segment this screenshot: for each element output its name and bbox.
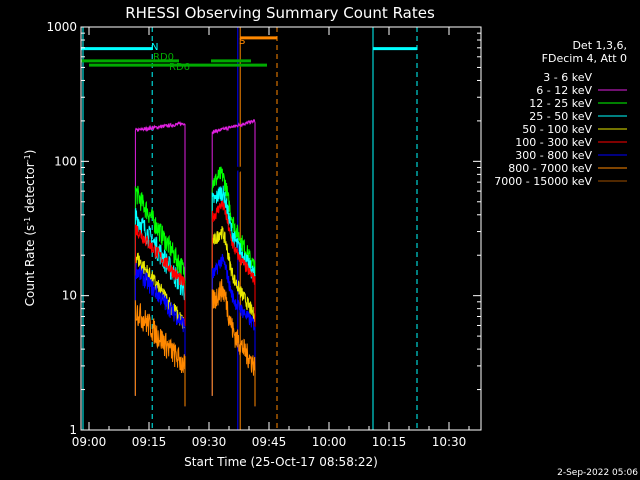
series-line-6-0 <box>134 262 186 407</box>
series-line-6-1 <box>211 253 256 407</box>
y-tick-label-3: 1000 <box>46 20 77 34</box>
legend-label-6: 300 - 800 keV <box>515 149 592 162</box>
y-tick-label-2: 100 <box>54 154 77 168</box>
plot-frame <box>80 26 482 431</box>
series-line-1-0 <box>134 121 186 407</box>
y-axis-title: Count Rate (s-1 detector-1) <box>23 150 37 307</box>
annotation-s: S <box>239 36 245 47</box>
legend-header-1: Det 1,3,6, <box>572 39 627 52</box>
legend-header-2: FDecim 4, Att 0 <box>542 52 627 65</box>
x-tick-label-6: 10:30 <box>432 435 467 449</box>
series-line-1-1 <box>211 118 256 407</box>
legend-label-7: 800 - 7000 keV <box>508 162 592 175</box>
chart-title: RHESSI Observing Summary Count Rates <box>125 4 435 22</box>
x-tick-label-3: 09:45 <box>252 435 287 449</box>
x-tick-label-1: 09:15 <box>132 435 167 449</box>
y-tick-label-0: 1 <box>69 423 77 437</box>
annotation-rd0: RD0 <box>153 52 174 63</box>
series-line-5-1 <box>211 200 256 407</box>
legend-label-4: 50 - 100 keV <box>522 123 592 136</box>
legend-label-2: 12 - 25 keV <box>529 97 592 110</box>
series-line-2-1 <box>211 166 256 407</box>
x-axis-title: Start Time (25-Oct-17 08:58:22) <box>184 455 378 469</box>
series-line-4-1 <box>211 225 256 407</box>
legend-label-1: 6 - 12 keV <box>536 84 592 97</box>
legend-label-5: 100 - 300 keV <box>515 136 592 149</box>
x-tick-label-5: 10:15 <box>372 435 407 449</box>
annotation-rd6: RD6 <box>169 62 190 73</box>
annotation-n: N <box>151 42 158 53</box>
legend-label-3: 25 - 50 keV <box>529 110 592 123</box>
axes: 09:00 09:15 09:30 09:45 10:00 10:15 10:30 1 10 10… <box>46 20 481 449</box>
footer-date: 2-Sep-2022 05:06 <box>557 468 638 478</box>
legend-label-8: 7000 - 15000 keV <box>494 175 592 188</box>
series-line-5-0 <box>134 224 186 407</box>
series-line-2-0 <box>134 185 186 407</box>
series-line-0-0 <box>134 157 186 407</box>
x-tick-label-4: 10:00 <box>312 435 347 449</box>
x-tick-label-2: 09:30 <box>192 435 227 449</box>
legend-label-0: 3 - 6 keV <box>543 71 592 84</box>
series-line-7-1 <box>211 278 256 407</box>
x-tick-label-0: 09:00 <box>72 435 107 449</box>
series-line-3-1 <box>211 185 256 407</box>
series-line-7-0 <box>134 300 186 407</box>
y-tick-label-1: 10 <box>62 289 77 303</box>
